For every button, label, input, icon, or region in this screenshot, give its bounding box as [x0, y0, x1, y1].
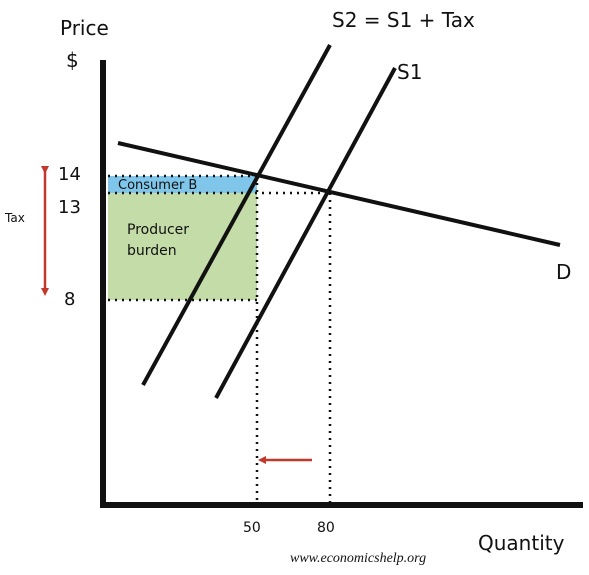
y-label: 8 [64, 289, 75, 310]
x-title: Quantity [478, 531, 565, 555]
y-title: Price [60, 16, 109, 40]
supply-tax-curve [141, 44, 332, 386]
x-label: 80 [317, 520, 335, 536]
consumer-burden-area [108, 176, 257, 193]
curve-label: S1 [397, 60, 422, 84]
source: www.economicshelp.org [290, 551, 426, 566]
y-label: 13 [58, 197, 81, 218]
curve-label: D [556, 260, 571, 284]
tax-label: Tax [4, 211, 25, 225]
curve-label: S2 = S1 + Tax [332, 8, 475, 32]
producer-burden-area [108, 193, 257, 300]
y-unit: $ [66, 48, 79, 72]
axes [100, 60, 583, 508]
demand-curve [117, 141, 561, 247]
x-label: 50 [243, 520, 261, 536]
supply-curve [214, 67, 397, 399]
area-label: Consumer B [118, 178, 197, 193]
area-label: Producer [127, 222, 189, 238]
y-label: 14 [58, 164, 81, 185]
area-label: burden [127, 243, 177, 259]
